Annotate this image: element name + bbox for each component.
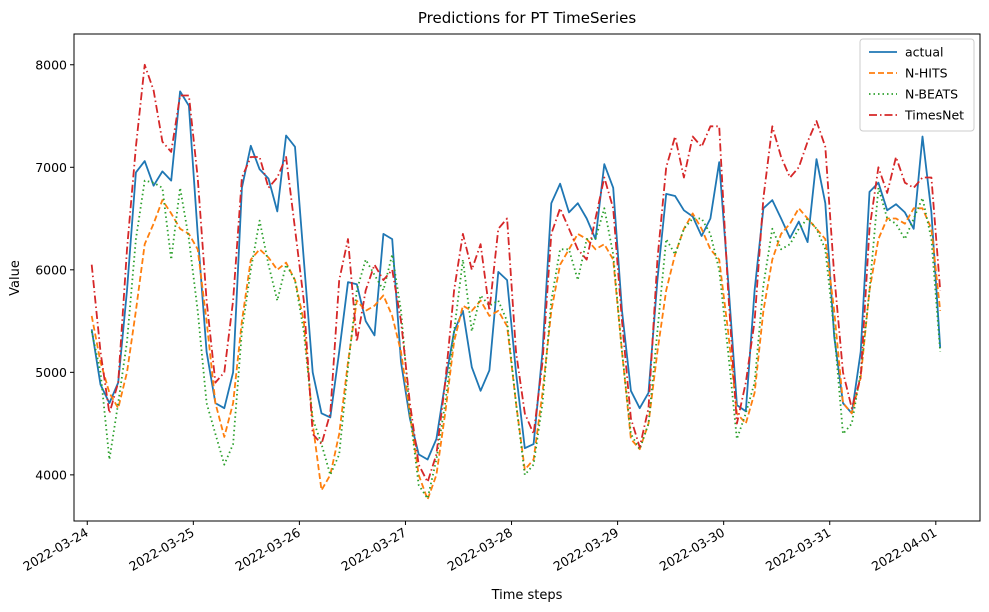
y-axis: 4000 5000 6000 7000 8000 — [35, 57, 74, 482]
legend-label: N-HITS — [905, 66, 948, 81]
series-layer — [90, 63, 942, 501]
x-axis-label: Time steps — [491, 588, 563, 603]
y-tick-label: 4000 — [35, 467, 67, 482]
y-tick-label: 8000 — [35, 57, 67, 72]
plot-frame — [73, 33, 981, 522]
chart-title: Predictions for PT TimeSeries — [418, 9, 636, 27]
series-line-n-beats — [90, 179, 942, 500]
y-tick-label: 7000 — [35, 160, 67, 175]
legend: actual N-HITS N-BEATS TimesNet — [859, 38, 975, 132]
legend-label: actual — [905, 45, 944, 60]
legend-label: TimesNet — [904, 108, 964, 123]
legend-label: N-BEATS — [905, 87, 958, 102]
y-axis-label: Value — [8, 260, 23, 296]
series-line-timesnet — [90, 63, 942, 483]
y-tick-label: 6000 — [35, 262, 67, 277]
y-tick-label: 5000 — [35, 365, 67, 380]
legend-box — [859, 38, 975, 132]
series-line-actual — [90, 90, 942, 461]
